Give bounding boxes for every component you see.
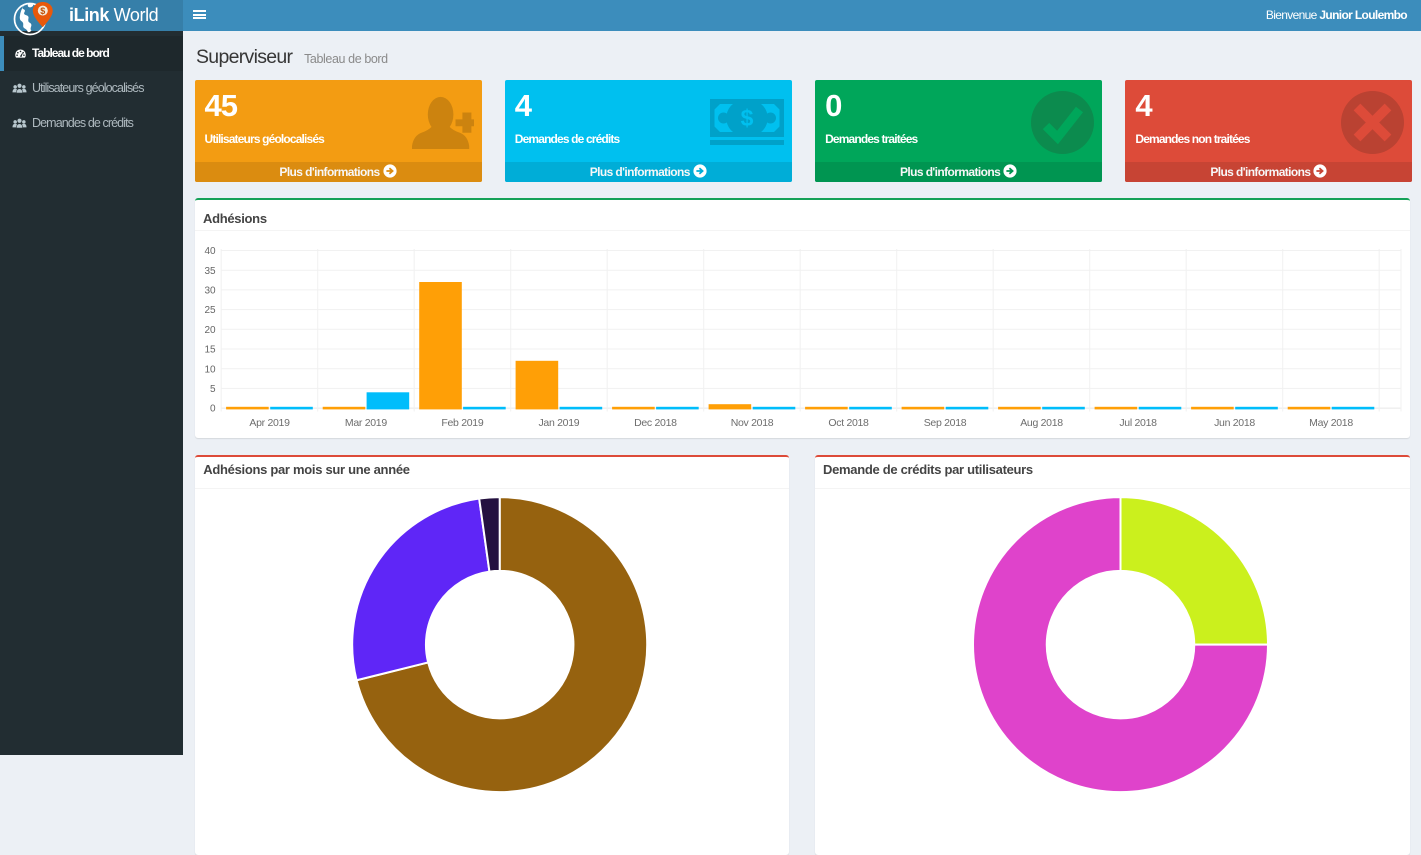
svg-text:10: 10 (204, 365, 216, 376)
svg-text:Jun 2018: Jun 2018 (1214, 417, 1255, 429)
svg-text:20: 20 (204, 325, 216, 336)
svg-text:5: 5 (210, 384, 216, 395)
svg-text:40: 40 (204, 247, 216, 258)
svg-text:Aug 2018: Aug 2018 (1020, 417, 1063, 429)
svg-text:$: $ (740, 105, 753, 131)
svg-text:Apr 2019: Apr 2019 (249, 417, 290, 429)
svg-text:Sep 2018: Sep 2018 (924, 417, 967, 429)
svg-text:Mar 2019: Mar 2019 (345, 417, 387, 429)
svg-text:Feb 2019: Feb 2019 (441, 417, 483, 429)
svg-text:$: $ (40, 6, 45, 16)
svg-text:0: 0 (210, 404, 216, 415)
svg-text:Jan 2019: Jan 2019 (538, 417, 579, 429)
svg-text:Nov 2018: Nov 2018 (731, 417, 774, 429)
svg-text:Dec 2018: Dec 2018 (634, 417, 677, 429)
svg-text:Oct 2018: Oct 2018 (828, 417, 869, 429)
svg-text:May 2018: May 2018 (1309, 417, 1353, 429)
svg-text:30: 30 (204, 286, 216, 297)
svg-text:Jul 2018: Jul 2018 (1119, 417, 1157, 429)
svg-text:35: 35 (204, 266, 216, 277)
svg-text:15: 15 (204, 345, 216, 356)
svg-text:25: 25 (204, 306, 216, 317)
